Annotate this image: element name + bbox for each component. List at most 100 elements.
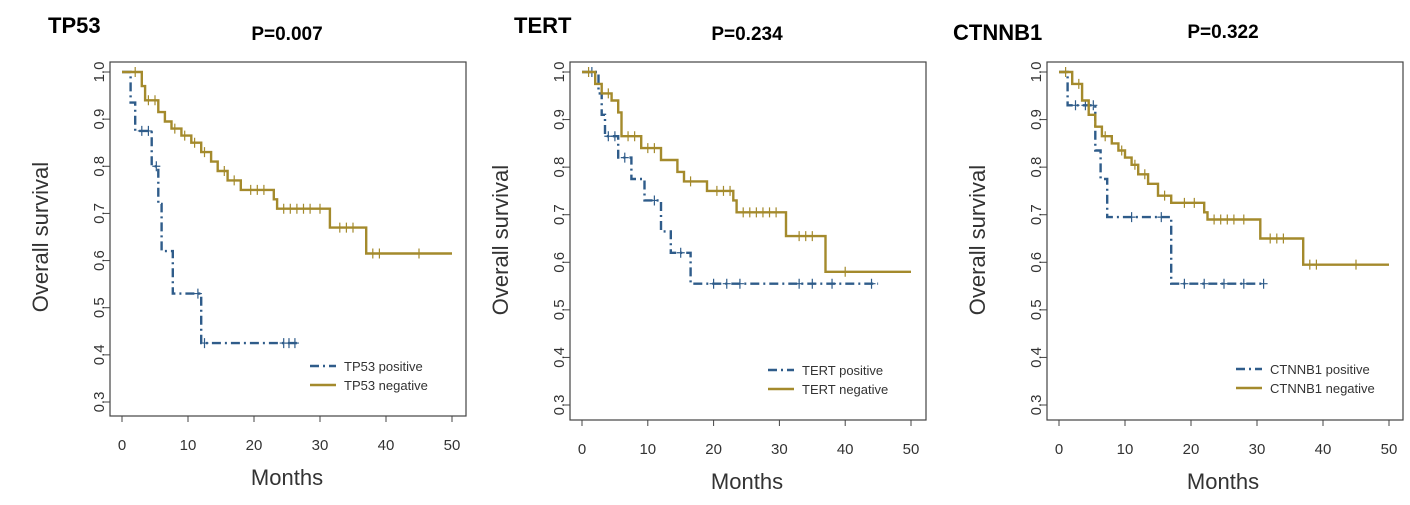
x-tick-label: 10 <box>180 437 197 454</box>
x-tick-label: 40 <box>378 437 395 454</box>
positive-survival-curve <box>1059 70 1264 285</box>
y-tick-label: 0.4 <box>551 347 568 368</box>
censor-mark <box>1130 159 1139 170</box>
positive-survival-curve <box>122 70 297 345</box>
censor-mark <box>349 222 357 233</box>
p-value-title: P=0.007 <box>251 24 322 45</box>
censor-mark <box>193 288 202 299</box>
y-ticks: 0.3 0.4 0.5 0.6 0.7 0.8 0.9 1.0 <box>551 62 570 415</box>
censor-mark <box>610 131 619 142</box>
x-tick-label: 30 <box>771 441 788 458</box>
censor-mark <box>735 278 744 289</box>
x-tick-label: 20 <box>246 437 263 454</box>
survival-curves <box>122 67 452 349</box>
censor-mark <box>1074 78 1083 89</box>
x-tick-label: 0 <box>1055 441 1063 458</box>
censor-mark <box>180 130 189 141</box>
censor-mark <box>650 143 659 154</box>
y-ticks: 0.3 0.4 0.5 0.6 0.7 0.8 0.9 1.0 <box>1028 62 1047 416</box>
panel-label: TP53 <box>48 13 101 38</box>
y-tick-label: 0.9 <box>91 109 108 130</box>
censor-mark <box>1180 278 1189 289</box>
censor-mark <box>1071 100 1080 111</box>
x-tick-label: 50 <box>903 441 920 458</box>
ctnnb1-panel: CTNNB1 P=0.322 Months Overall survival 0… <box>953 20 1404 494</box>
censor-mark <box>375 248 384 259</box>
censor-mark <box>604 88 613 99</box>
censor-mark <box>200 147 209 158</box>
censor-mark <box>1061 67 1070 77</box>
censor-mark <box>1279 233 1288 244</box>
censor-mark <box>772 207 781 218</box>
plot-frame <box>569 61 927 421</box>
y-tick-label: 0.3 <box>91 392 108 413</box>
x-ticks: 0 10 20 30 40 50 <box>118 416 461 454</box>
x-axis-label: Months <box>251 465 323 490</box>
censor-mark <box>290 338 299 349</box>
y-tick-label: 0.8 <box>91 156 108 177</box>
x-tick-label: 50 <box>444 437 461 454</box>
legend-label: CTNNB1 positive <box>1270 362 1370 377</box>
x-tick-label: 30 <box>312 437 329 454</box>
x-tick-label: 40 <box>1315 441 1332 458</box>
y-tick-label: 1.0 <box>91 62 108 83</box>
censor-mark <box>841 266 850 277</box>
y-tick-label: 0.9 <box>551 109 568 130</box>
plot-frame <box>1046 61 1404 421</box>
survival-curves <box>1059 67 1389 289</box>
y-ticks: 0.3 0.4 0.5 0.6 0.7 0.8 0.9 1.0 <box>91 62 110 413</box>
legend-label: TP53 positive <box>344 359 423 374</box>
censor-mark <box>1180 197 1189 208</box>
censor-mark <box>170 123 179 134</box>
censor-mark <box>259 184 268 195</box>
y-axis-label: Overall survival <box>965 165 990 315</box>
negative-survival-curve <box>1059 70 1389 266</box>
legend: TP53 positive TP53 negative <box>310 359 428 393</box>
y-tick-label: 0.7 <box>1028 204 1045 225</box>
censor-mark <box>795 278 804 289</box>
negative-survival-curve <box>122 70 452 255</box>
censor-mark <box>1200 278 1209 289</box>
p-value-title: P=0.322 <box>1187 22 1258 43</box>
censor-mark <box>144 125 153 136</box>
x-tick-label: 10 <box>639 441 656 458</box>
censor-mark <box>1140 169 1149 180</box>
panel-label: CTNNB1 <box>953 20 1042 45</box>
x-ticks: 0 10 20 30 40 50 <box>578 420 920 458</box>
x-tick-label: 40 <box>837 441 854 458</box>
censor-mark <box>220 166 229 176</box>
legend-label: CTNNB1 negative <box>1270 381 1375 396</box>
x-tick-label: 20 <box>1183 441 1200 458</box>
censor-mark <box>630 131 639 142</box>
y-tick-label: 0.5 <box>551 299 568 320</box>
censor-mark <box>1190 197 1199 208</box>
negative-survival-curve <box>582 70 911 273</box>
censor-mark <box>676 247 685 258</box>
censor-mark <box>722 278 731 289</box>
x-tick-label: 50 <box>1381 441 1398 458</box>
p-value-title: P=0.234 <box>711 24 783 45</box>
censor-mark <box>306 203 315 214</box>
positive-survival-curve <box>582 70 879 285</box>
legend: CTNNB1 positive CTNNB1 negative <box>1236 362 1375 396</box>
legend-label: TERT negative <box>802 382 888 397</box>
censor-mark <box>709 278 718 289</box>
censor-mark <box>726 185 735 196</box>
x-tick-label: 20 <box>705 441 722 458</box>
censor-mark <box>1239 278 1248 289</box>
censor-mark <box>415 248 423 259</box>
y-tick-label: 0.3 <box>1028 395 1045 416</box>
censor-mark <box>316 203 324 214</box>
censor-mark <box>1259 278 1268 289</box>
censor-mark <box>1117 145 1126 156</box>
censor-mark <box>1239 214 1248 225</box>
y-tick-label: 0.9 <box>1028 109 1045 130</box>
censor-mark <box>151 95 159 106</box>
censor-mark <box>808 231 817 242</box>
x-axis-label: Months <box>1187 469 1259 494</box>
y-tick-label: 0.8 <box>1028 157 1045 178</box>
panel-label: TERT <box>514 13 572 38</box>
y-tick-label: 0.7 <box>551 204 568 225</box>
censor-mark <box>190 137 199 148</box>
